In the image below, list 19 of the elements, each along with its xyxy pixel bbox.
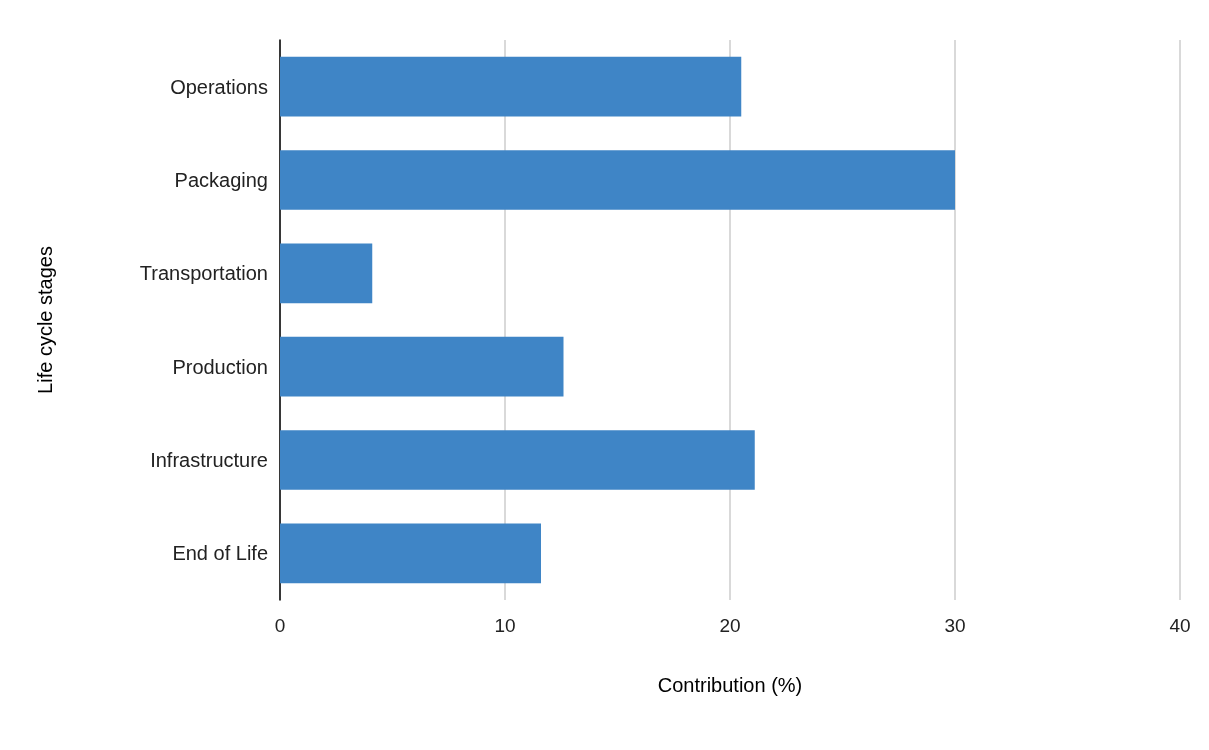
bar (280, 430, 755, 490)
y-tick-label: End of Life (172, 542, 268, 565)
y-tick-label: Production (172, 355, 268, 378)
x-tick-label: 30 (944, 615, 966, 636)
y-tick-label: Packaging (174, 169, 268, 191)
x-tick-label: 0 (274, 615, 286, 636)
y-tick-label: Operations (170, 75, 268, 98)
x-axis-title: Contribution (%) (657, 674, 803, 696)
x-tick-label: 40 (1169, 615, 1191, 636)
y-tick-label: Transportation (139, 262, 268, 285)
bar (280, 56, 742, 117)
y-tick-label: Infrastructure (150, 449, 268, 471)
bar (280, 150, 955, 210)
bar (280, 243, 373, 304)
y-axis-title: Life cycle stages (34, 246, 56, 394)
x-tick-label: 10 (494, 615, 516, 636)
bar (280, 336, 564, 397)
bar (280, 523, 541, 584)
x-tick-label: 20 (719, 615, 741, 636)
